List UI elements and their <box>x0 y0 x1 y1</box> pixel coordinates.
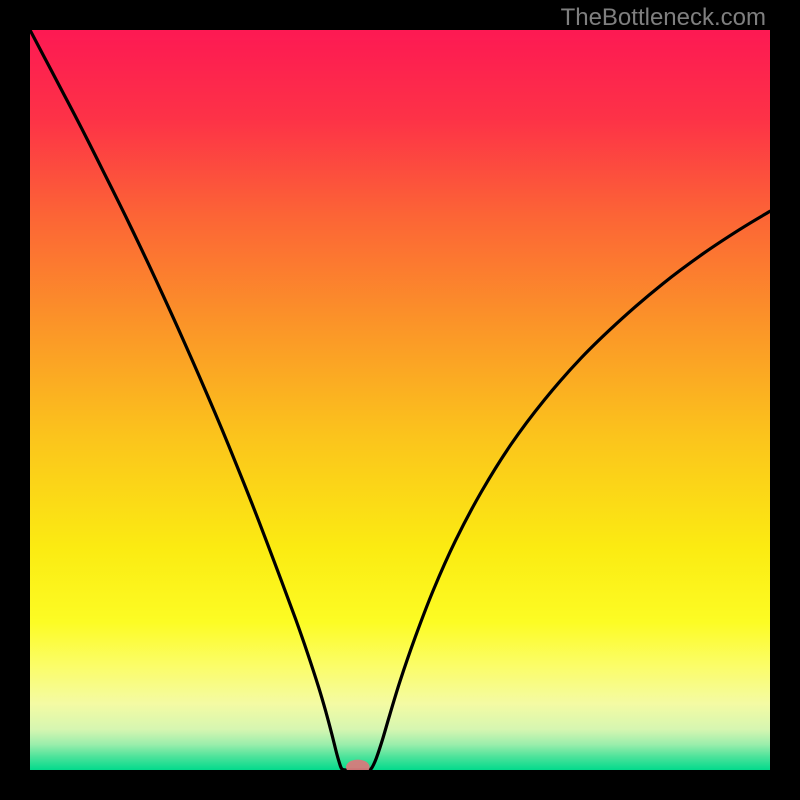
chart-svg <box>30 30 770 770</box>
chart-background <box>30 30 770 770</box>
plot-area <box>30 30 770 770</box>
watermark-text: TheBottleneck.com <box>561 4 766 32</box>
